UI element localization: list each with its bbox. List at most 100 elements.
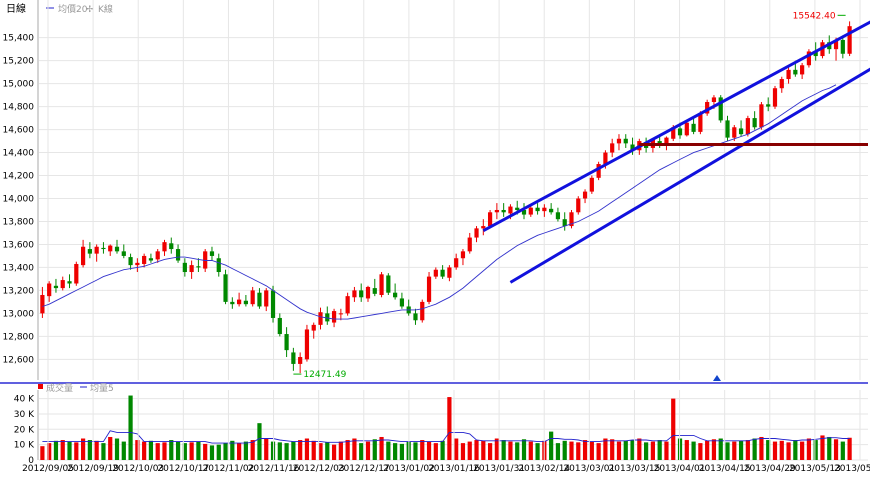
candle	[521, 203, 527, 220]
candle-body	[616, 138, 622, 144]
price-legend: 均價20 ✢ K線	[46, 3, 113, 15]
volume-tick-label: 40 K	[14, 395, 35, 405]
volume-bar	[74, 442, 79, 460]
candle-body	[94, 246, 99, 254]
date-tick-label: 2012/11/02	[203, 464, 255, 474]
candle-body	[74, 263, 79, 284]
volume-bar	[87, 440, 92, 460]
candle	[237, 292, 242, 307]
candle	[494, 203, 499, 220]
volume-y-axis: 0 10 K 20 K 30 K 40 K	[14, 395, 35, 466]
volume-bar	[47, 443, 52, 460]
volume-bar	[820, 435, 825, 460]
candle-body	[365, 286, 371, 299]
price-tick-label: 15,200	[3, 57, 35, 67]
volume-tick-label: 0	[28, 456, 34, 466]
volume-bar	[535, 443, 540, 460]
candle	[345, 292, 350, 316]
volume-bar	[379, 436, 384, 460]
candle-body	[155, 251, 160, 260]
volume-bar	[501, 440, 506, 460]
candle	[148, 253, 154, 263]
volume-bar	[80, 438, 86, 460]
date-tick-label: 2012/12/03	[293, 464, 345, 474]
candle-body	[142, 255, 147, 264]
volume-tick-label: 10 K	[14, 441, 35, 451]
volume-bar	[67, 441, 72, 460]
date-tick-label: 2013/04/29	[744, 464, 796, 474]
volume-bar	[467, 441, 472, 460]
volume-bar	[508, 441, 513, 460]
price-tick-label: 13,200	[3, 286, 35, 296]
volume-bar	[175, 441, 181, 460]
candle-body	[393, 292, 398, 298]
candle	[87, 242, 92, 259]
volume-bar	[40, 446, 45, 460]
candle-body	[148, 258, 154, 261]
candle-body	[230, 301, 235, 305]
candle-body	[291, 352, 296, 364]
candle-body	[772, 88, 778, 107]
volume-bar	[759, 436, 764, 460]
candle-body	[413, 313, 418, 321]
candle-body	[108, 245, 113, 252]
candle-body	[257, 292, 262, 307]
candle-body	[454, 258, 459, 268]
candle-body	[264, 290, 269, 307]
candle	[264, 288, 269, 312]
candle	[399, 292, 405, 309]
date-tick-label: 2013/02/14	[518, 464, 570, 474]
volume-tick-label: 30 K	[14, 410, 35, 420]
price-tick-label: 13,600	[3, 240, 35, 250]
ma20-line	[42, 84, 837, 320]
volume-bar	[142, 441, 147, 460]
candle-body	[53, 285, 59, 289]
volume-bar	[549, 431, 554, 460]
candle	[128, 253, 133, 270]
volume-bar	[840, 441, 845, 460]
volume-panel: 成交量 均量5 010 K20 K30 K40 K 2012/09/052012…	[14, 382, 870, 474]
volume-bar	[481, 440, 486, 460]
candle-body	[806, 51, 812, 66]
candle	[582, 189, 588, 204]
candle-body	[189, 265, 194, 273]
volume-bar	[603, 438, 608, 460]
candle	[60, 276, 65, 291]
candle	[528, 205, 533, 217]
volume-bar	[257, 423, 262, 460]
candle	[772, 85, 778, 109]
candle	[576, 196, 581, 215]
candle	[155, 249, 160, 263]
volume-bar	[230, 440, 235, 460]
candle-body	[101, 247, 106, 250]
candle-body	[515, 207, 520, 210]
candle	[738, 120, 744, 137]
candle-body	[223, 274, 228, 302]
candle-body	[725, 120, 730, 138]
volume-bar	[304, 438, 310, 460]
candle	[555, 207, 561, 222]
candle-body	[169, 243, 174, 250]
candle	[189, 260, 194, 279]
candle	[420, 299, 425, 323]
candle	[270, 285, 276, 323]
candle	[216, 253, 221, 277]
candle	[284, 327, 289, 358]
volume-bar	[318, 443, 323, 460]
candle-body	[298, 357, 303, 364]
candle	[101, 242, 106, 254]
volume-bar	[528, 441, 533, 460]
candle-body	[338, 313, 343, 315]
price-tick-label: 15,400	[3, 34, 35, 44]
candle	[549, 203, 554, 215]
candle	[786, 67, 791, 84]
candle	[705, 99, 710, 116]
volume-bar	[223, 443, 228, 460]
price-tick-label: 14,400	[3, 149, 35, 159]
volume-bar	[196, 441, 201, 460]
volume-bar	[121, 441, 126, 460]
candle-body	[304, 329, 310, 360]
candle-body	[705, 102, 710, 114]
candle	[630, 137, 635, 155]
